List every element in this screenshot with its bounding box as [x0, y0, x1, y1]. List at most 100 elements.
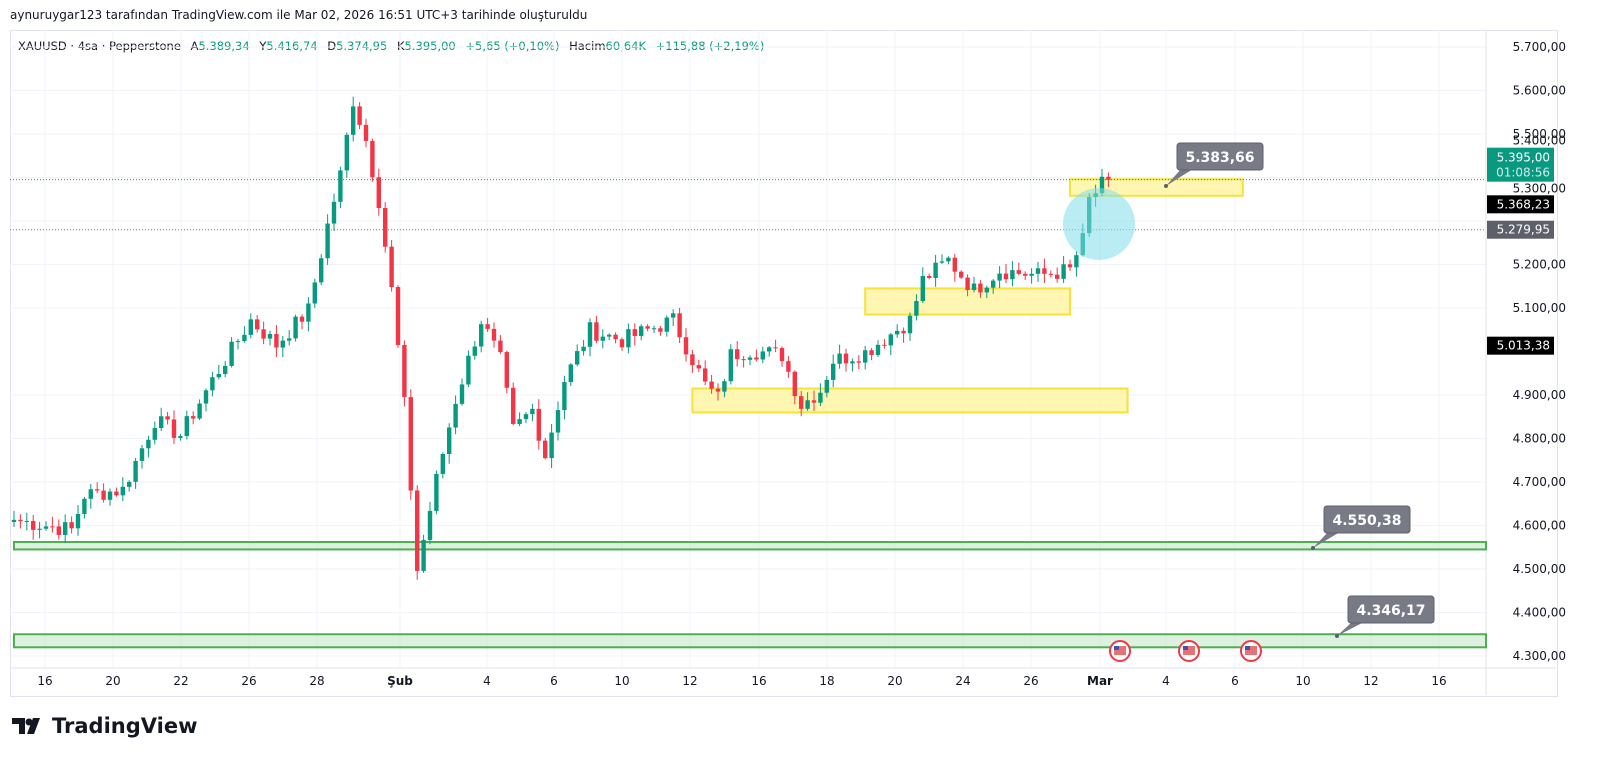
candle-body: [619, 339, 625, 348]
flag-canton: [1183, 646, 1188, 650]
x-tick-label: 16: [37, 674, 52, 688]
candle-body: [760, 351, 765, 360]
candle-body: [216, 374, 221, 378]
candle-body: [882, 344, 887, 346]
candle-body: [786, 361, 791, 372]
candle-body: [293, 316, 298, 339]
x-tick-label: 12: [682, 674, 697, 688]
x-tick-label: 28: [309, 674, 324, 688]
candle-body: [165, 416, 170, 420]
candle-body: [331, 201, 337, 224]
candle-body: [843, 353, 849, 364]
callout-anchor: [1335, 634, 1339, 638]
candle-body: [50, 526, 55, 528]
price-chart[interactable]: 5.700,00 5.600,00 5.500,005.400,00 5.300,00…: [0, 0, 1600, 700]
candle-body: [408, 397, 413, 491]
us-event-flag-icon[interactable]: [1240, 640, 1262, 662]
y-tick-label: 4.400,00: [1513, 606, 1566, 620]
candle-body: [56, 526, 61, 535]
candle-body: [715, 388, 721, 392]
candle-body: [767, 347, 772, 352]
candle-body: [639, 326, 644, 336]
y-tick-label: 5.100,00: [1513, 301, 1566, 315]
candle-body: [984, 287, 989, 293]
candle-body: [575, 351, 580, 365]
candle-body: [530, 408, 535, 415]
candle-body: [235, 341, 241, 343]
candle-body: [1061, 264, 1066, 279]
candle-body: [63, 522, 68, 535]
candle-body: [498, 340, 503, 353]
candle-body: [581, 346, 586, 352]
candle-body: [594, 322, 599, 341]
candle-body: [1023, 273, 1028, 276]
candle-body: [722, 381, 727, 392]
us-event-flag-icon[interactable]: [1109, 640, 1131, 662]
candle-body: [453, 403, 458, 428]
candle-body: [1003, 273, 1009, 280]
candle-body: [351, 106, 356, 135]
bar-countdown: 01:08:56: [1496, 166, 1550, 180]
candle-body: [178, 435, 183, 438]
candle-body: [600, 336, 605, 341]
y-tick-label: 5.700,00: [1513, 40, 1566, 54]
last-price-text: 5.395,00: [1497, 151, 1550, 165]
y-tick-label: 5.600,00: [1513, 84, 1566, 98]
low-value: 5.374,95: [336, 39, 388, 53]
candle-body: [248, 319, 253, 335]
candle-body: [607, 334, 612, 337]
candle-body: [146, 439, 151, 449]
candle-body: [1042, 268, 1047, 274]
candle-body: [997, 273, 1002, 281]
candle-body: [287, 338, 292, 341]
candle-body: [735, 349, 740, 360]
last-price-label: [1487, 147, 1554, 182]
candle-body: [24, 521, 29, 523]
candle-body: [863, 350, 868, 363]
y-tick-label: 5.500,00: [1513, 127, 1566, 141]
candle-body: [1074, 255, 1079, 268]
candle-body: [184, 416, 189, 436]
candle-body: [907, 315, 913, 334]
x-tick-label: 16: [751, 674, 766, 688]
candle-body: [747, 357, 753, 360]
y-tick-label: 4.900,00: [1513, 388, 1566, 402]
candle-body: [1067, 264, 1073, 268]
candle-body: [811, 400, 817, 403]
callout-box: [1347, 595, 1435, 624]
callout-box: [1176, 142, 1264, 171]
callout-label: 5.383,66: [1185, 150, 1254, 166]
x-tick-label: 26: [241, 674, 256, 688]
candle-body: [568, 364, 573, 383]
candle-body: [1016, 270, 1021, 274]
price-label: [1487, 195, 1554, 214]
tradingview-logo[interactable]: TradingView: [12, 714, 197, 738]
candle-body: [792, 371, 797, 397]
candle-body: [267, 334, 273, 339]
candle-body: [159, 416, 164, 429]
us-event-flag-icon[interactable]: [1178, 640, 1200, 662]
candle-body: [927, 276, 932, 278]
candle-body: [773, 347, 778, 349]
candle-body: [991, 280, 996, 288]
price-label: [1487, 220, 1554, 239]
candle-body: [696, 365, 701, 369]
candle-body: [306, 303, 311, 322]
candle-body: [363, 124, 369, 141]
x-tick-label: Mar: [1087, 674, 1113, 688]
candle-body: [914, 301, 919, 316]
symbol-name[interactable]: XAUUSD · 4sa · Pepperstone: [18, 39, 181, 53]
candle-body: [255, 319, 260, 330]
candle-body: [1055, 274, 1060, 279]
candle-body: [389, 246, 394, 288]
flag-canton: [1245, 646, 1250, 650]
flag-stripes: [1183, 646, 1195, 655]
candle-body: [82, 498, 87, 515]
candle-body: [1106, 176, 1111, 180]
candle-body: [95, 489, 100, 491]
open-label: A: [190, 39, 199, 53]
candle-body: [133, 460, 138, 482]
flag-stripes: [1245, 646, 1257, 655]
candle-body: [191, 416, 196, 419]
credit-text: aynuruygar123 tarafından TradingView.com…: [10, 8, 588, 22]
